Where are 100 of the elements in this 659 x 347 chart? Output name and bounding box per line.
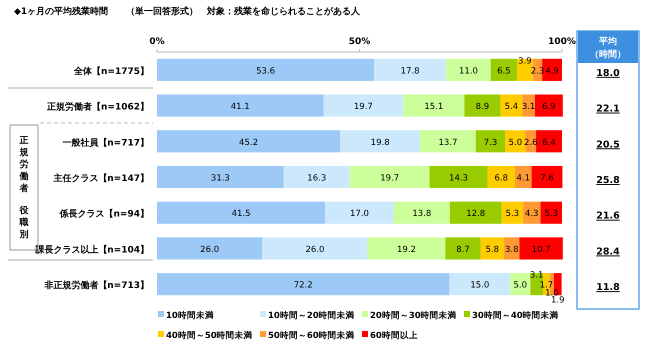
data-label: 13.8 [412,209,432,220]
data-label: 17.8 [400,66,420,76]
bar [394,202,450,224]
x-tick-label: 0% [149,37,165,47]
legend-label: 40時間～50時間未満 [166,330,253,341]
data-label: 19.2 [397,244,416,255]
data-label: 19.8 [370,138,390,148]
data-label: 13.7 [438,138,458,148]
data-label: 4.3 [525,209,539,220]
bar [420,130,476,152]
data-label: 12.8 [466,209,486,220]
bar [500,94,522,117]
data-label: 6.9 [542,102,556,112]
data-label: 19.7 [354,102,373,112]
bar [284,166,350,188]
bar [519,237,563,260]
data-label: 14.3 [449,174,468,184]
y-tick-label: 課長クラス以上【n=104】 [34,244,149,256]
y-tick-label: 全体【n=1775】 [73,66,149,77]
bar [517,58,533,81]
data-label: 26.0 [305,244,324,255]
bar [157,58,374,81]
text: 18.0 [596,68,620,79]
data-label: 15.1 [424,102,444,112]
data-label: 1.9 [550,296,565,306]
bar [450,202,502,224]
x-tick-label: 100% [548,37,576,47]
legend-label: 50時間～60時間未満 [268,330,355,341]
y-tick-label: 正規労働者【n=1062】 [46,102,149,113]
bar [505,130,526,152]
bar [540,202,562,224]
data-label: 3.9 [518,56,532,66]
data-label: 6.5 [497,66,511,76]
data-label: 3.1 [522,102,536,112]
text: 11.8 [596,282,620,294]
bar [157,94,324,117]
data-label: 10.7 [532,244,551,255]
data-label: 7.6 [540,174,554,184]
bar [464,94,500,117]
data-label: 3.8 [505,244,519,255]
data-label: 72.2 [294,280,313,291]
text: 22.1 [596,104,620,115]
bar [157,166,284,188]
y-tick-label: 主任クラス【n=147】 [52,173,149,184]
data-label: 4.1 [516,174,530,184]
y-tick-label: 係長クラス【n=94】 [58,208,149,220]
data-label: 8.9 [476,102,490,112]
data-label: 53.6 [256,66,276,76]
x-tick-label: 50% [348,37,370,47]
legend-label: 10時間未満 [166,310,214,321]
bar [476,130,506,152]
data-label: 41.1 [230,102,250,112]
bar [480,237,504,260]
bar [445,237,481,260]
data-label: 11.0 [458,66,478,76]
data-label: 41.5 [232,209,251,220]
data-label: 3.1 [530,270,544,281]
bar [502,202,524,224]
data-label: 45.2 [239,138,258,148]
data-label: 5.0 [508,138,522,148]
bar [157,202,326,224]
bar [449,273,510,296]
bar [325,202,394,224]
data-label: 15.0 [470,280,490,291]
bar [323,94,404,117]
bar [510,273,530,296]
data-label: 5.3 [544,209,558,220]
y-tick-label: 非正規労働者【n=713】 [43,280,149,292]
data-label: 6.8 [494,174,508,184]
chart-title: ◆1ヶ月の平均残業時間 （単一回答形式） 対象：残業を命じられることがある人 [14,6,362,17]
bar [403,94,464,117]
data-label: 31.3 [210,174,230,184]
text: 正規労働者役職別 [20,136,28,240]
bar [157,273,450,296]
bar [157,130,340,152]
text: 21.6 [596,210,620,222]
data-label: 7.3 [484,138,498,148]
bar [374,58,446,81]
data-label: 26.0 [200,244,220,255]
bar [350,166,430,188]
text: 20.5 [596,139,620,150]
text: 平均（時間） [590,36,626,60]
data-label: 5.0 [514,280,528,291]
bar [340,130,420,152]
data-label: 19.7 [380,174,400,184]
bar [534,94,563,117]
text: 25.8 [596,175,620,186]
bar [490,58,518,81]
legend-label: 60時間以上 [370,330,418,341]
text: 28.4 [596,246,620,258]
bar [446,58,491,81]
bar [532,166,562,188]
data-label: 8.7 [456,244,470,255]
bar [157,237,262,260]
y-tick-label: 一般社員【n=717】 [62,137,149,148]
data-label: 5.3 [506,209,520,220]
bar [515,166,532,188]
bar [262,237,368,260]
bar [536,130,562,152]
bar [523,202,541,224]
